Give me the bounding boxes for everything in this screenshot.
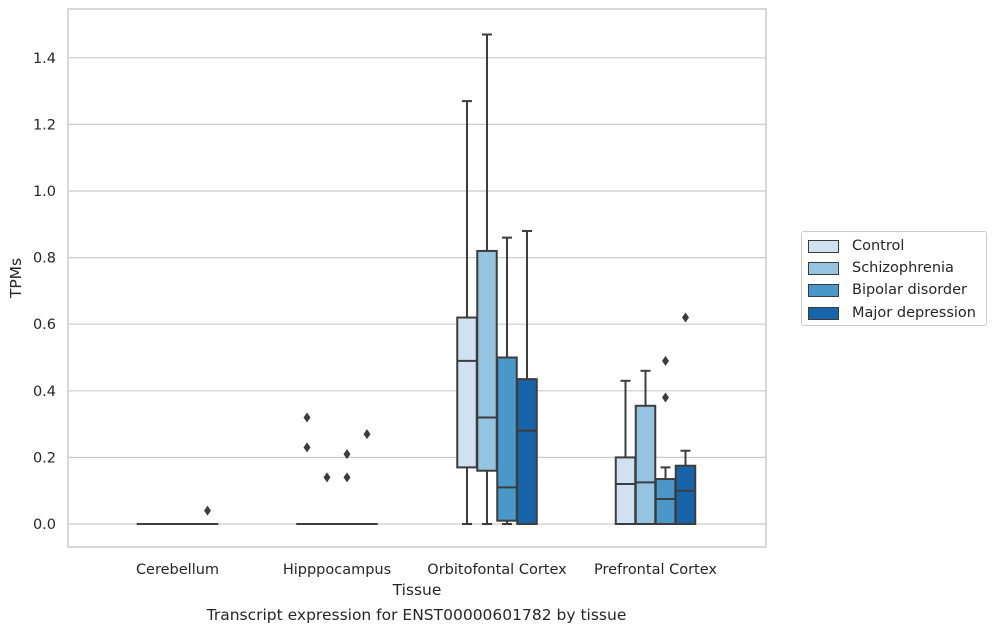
box-schizophrenia-orbitofontal-cortex	[476, 33, 498, 525]
y-axis-label: TPMs	[7, 258, 25, 299]
outlier-point	[204, 505, 211, 516]
x-axis-label: Tissue	[392, 581, 442, 599]
legend-swatch-schizophrenia	[808, 261, 839, 275]
box-major-depression-hipppocampus	[356, 429, 378, 526]
box-schizophrenia-hipppocampus	[316, 472, 338, 526]
y-tick-label: 0.0	[33, 517, 56, 533]
legend-label-bipolar-disorder: Bipolar disorder	[852, 282, 967, 298]
outlier-point	[303, 412, 311, 423]
y-tick-label: 0.4	[33, 384, 56, 400]
outlier-point	[343, 472, 351, 483]
box-bipolar-disorder-hipppocampus	[336, 449, 358, 526]
box-control-hipppocampus	[296, 412, 318, 526]
series-bipolar-disorder	[176, 236, 677, 526]
box-schizophrenia-prefrontal-cortex	[634, 369, 657, 525]
y-gridlines	[68, 57, 766, 525]
box-bipolar-disorder-orbitofontal-cortex	[496, 236, 518, 525]
box-control-orbitofontal-cortex	[456, 100, 478, 525]
y-tick-label: 1.4	[33, 51, 56, 67]
y-tick-label: 1.0	[33, 184, 56, 200]
legend-item-control: Control	[808, 237, 904, 255]
outlier-point	[682, 312, 689, 323]
series-schizophrenia	[156, 33, 657, 526]
figure-caption: Transcript expression for ENST0000060178…	[206, 606, 627, 624]
x-tick-label-cerebellum: Cerebellum	[136, 562, 219, 578]
series-control	[136, 100, 637, 526]
legend-swatch-control	[808, 239, 839, 253]
legend-swatch-bipolar-disorder	[808, 283, 839, 297]
x-tick-label-prefrontal-cortex: Prefrontal Cortex	[594, 562, 717, 578]
box-body	[456, 316, 478, 469]
series-major-depression	[196, 229, 697, 526]
box-body	[674, 464, 697, 526]
box-body	[516, 378, 538, 525]
box-body	[496, 356, 518, 522]
box-major-depression-cerebellum	[196, 505, 219, 526]
box-body	[654, 478, 677, 526]
plot-frame	[67, 8, 767, 548]
legend-label-control: Control	[852, 238, 905, 254]
box-control-prefrontal-cortex	[614, 379, 637, 525]
y-tick-label: 0.2	[33, 450, 56, 466]
x-tick-label-hipppocampus: Hipppocampus	[283, 562, 391, 578]
legend-item-schizophrenia: Schizophrenia	[808, 259, 954, 277]
legend-label-schizophrenia: Schizophrenia	[852, 260, 954, 276]
legend-label-major-depression: Major depression	[852, 305, 976, 321]
legend-swatch-major-depression	[808, 306, 839, 320]
box-body	[614, 456, 637, 525]
outlier-point	[662, 392, 669, 403]
outlier-point	[303, 442, 311, 453]
outlier-point	[363, 429, 371, 440]
box-major-depression-orbitofontal-cortex	[516, 229, 538, 525]
legend-item-bipolar-disorder: Bipolar disorder	[808, 281, 967, 299]
outlier-point	[343, 449, 351, 460]
y-tick-label: 0.8	[33, 251, 56, 267]
box-body	[476, 249, 498, 472]
outlier-point	[323, 472, 331, 483]
legend-item-major-depression: Major depression	[808, 304, 976, 322]
box-major-depression-prefrontal-cortex	[674, 312, 697, 526]
x-tick-label-orbitofontal-cortex: Orbitofontal Cortex	[427, 562, 567, 578]
outlier-point	[662, 355, 669, 366]
chart-legend: Control Schizophrenia Bipolar disorder M…	[801, 231, 987, 326]
box-body	[634, 404, 657, 525]
y-tick-label: 1.2	[33, 117, 56, 133]
box-bipolar-disorder-prefrontal-cortex	[654, 355, 677, 526]
y-tick-label: 0.6	[33, 317, 56, 333]
